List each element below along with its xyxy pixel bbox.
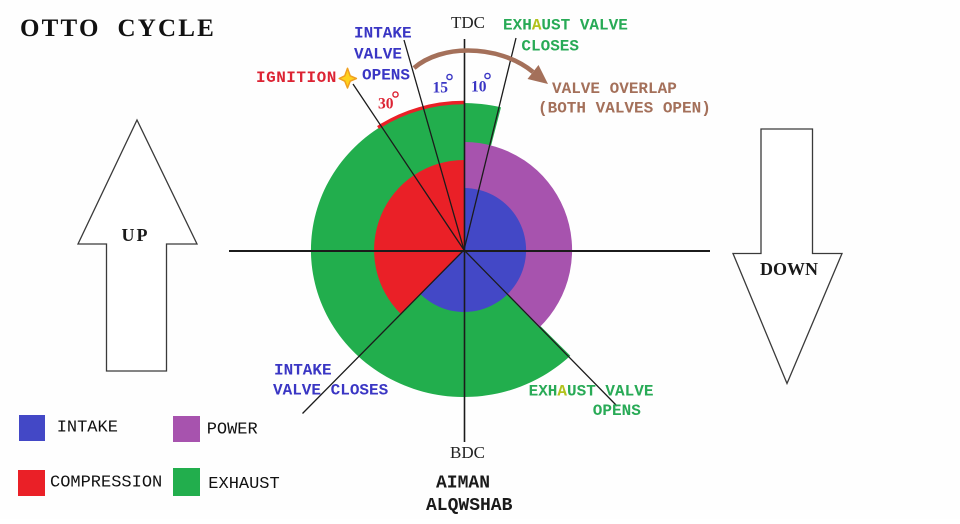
svg-text:EXHAUST VALVE: EXHAUST VALVE — [529, 382, 654, 400]
svg-text:OPENS: OPENS — [362, 67, 410, 85]
svg-text:CLOSES: CLOSES — [521, 38, 579, 56]
svg-text:DOWN: DOWN — [760, 259, 818, 279]
svg-text:TDC: TDC — [451, 13, 485, 32]
svg-text:VALVE CLOSES: VALVE CLOSES — [273, 381, 389, 399]
svg-text:10: 10 — [471, 79, 487, 96]
svg-text:(BOTH VALVES OPEN): (BOTH VALVES OPEN) — [538, 100, 711, 118]
svg-text:INTAKE: INTAKE — [274, 361, 332, 379]
svg-text:COMPRESSION: COMPRESSION — [50, 474, 162, 493]
svg-text:OTTO CYCLE: OTTO CYCLE — [20, 15, 216, 42]
svg-text:EXHAUST: EXHAUST — [208, 475, 279, 494]
svg-text:EXHAUST VALVE: EXHAUST VALVE — [503, 16, 628, 34]
svg-text:POWER: POWER — [207, 420, 258, 439]
svg-text:AIMAN: AIMAN — [436, 474, 490, 494]
svg-text:INTAKE: INTAKE — [354, 25, 412, 43]
svg-text:VALVE: VALVE — [354, 46, 402, 64]
svg-text:IGNITION: IGNITION — [256, 69, 337, 87]
svg-text:VALVE OVERLAP: VALVE OVERLAP — [552, 80, 677, 98]
svg-text:INTAKE: INTAKE — [57, 418, 118, 437]
svg-text:15: 15 — [433, 80, 449, 97]
svg-text:BDC: BDC — [450, 443, 485, 462]
svg-text:30: 30 — [378, 96, 394, 113]
svg-text:OPENS: OPENS — [593, 402, 641, 420]
svg-text:UP: UP — [122, 225, 150, 245]
svg-text:ALQWSHAB: ALQWSHAB — [426, 496, 513, 516]
